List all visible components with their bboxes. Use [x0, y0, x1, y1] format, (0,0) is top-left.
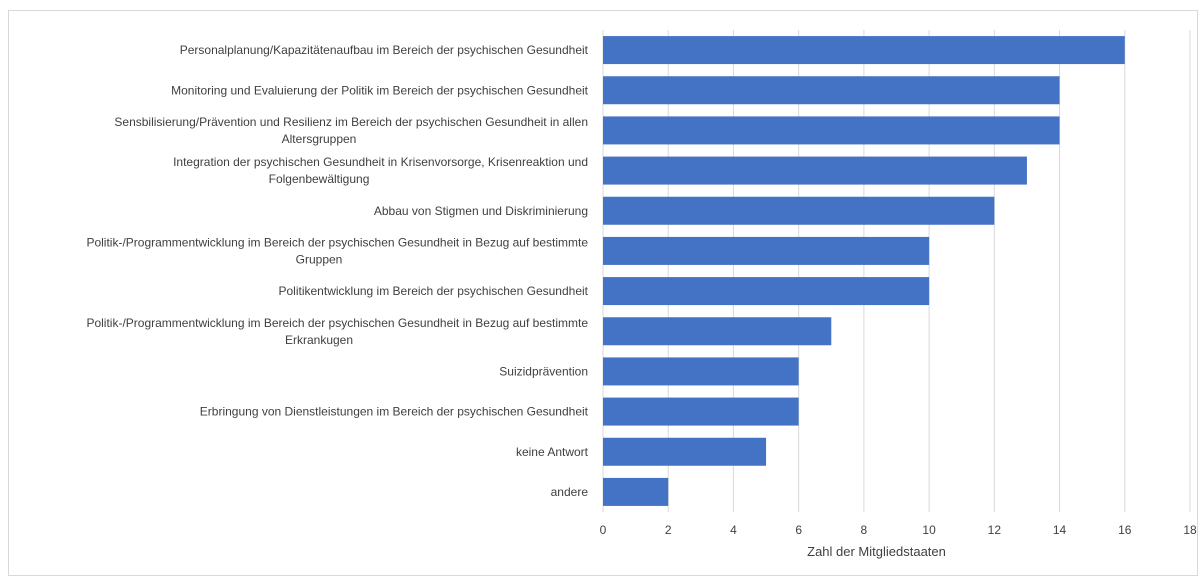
gridlines [602, 30, 1191, 512]
category-label: Erbringung von Dienstleistungen im Berei… [200, 405, 589, 419]
bar [603, 317, 832, 346]
category-label: Suizidprävention [499, 364, 588, 378]
category-label: Sensbilisierung/Prävention und Resilienz… [114, 115, 588, 129]
bar [603, 156, 1027, 185]
x-tick-label: 10 [922, 523, 936, 537]
category-label: Politik-/Programmentwicklung im Bereich … [86, 316, 588, 330]
category-label: keine Antwort [516, 445, 589, 459]
bar [603, 76, 1060, 105]
category-label: Gruppen [296, 252, 343, 266]
bar [603, 196, 995, 225]
x-tick-label: 6 [795, 523, 802, 537]
bar [603, 36, 1125, 65]
x-tick-label: 18 [1183, 523, 1197, 537]
category-label: Folgenbewältigung [269, 172, 370, 186]
bar [603, 116, 1060, 145]
bar [603, 236, 930, 265]
category-label: Altersgruppen [282, 132, 357, 146]
bar [603, 357, 799, 386]
bars [603, 36, 1125, 506]
x-tick-label: 0 [600, 523, 607, 537]
category-labels: Personalplanung/Kapazitätenaufbau im Ber… [86, 43, 588, 499]
category-label: Monitoring und Evaluierung der Politik i… [171, 83, 589, 97]
category-label: Erkrankugen [285, 333, 353, 347]
x-tick-label: 16 [1118, 523, 1132, 537]
bar [603, 397, 799, 426]
category-label: Abbau von Stigmen und Diskriminierung [374, 204, 588, 218]
x-tick-label: 8 [861, 523, 868, 537]
x-tick-label: 4 [730, 523, 737, 537]
category-label: andere [551, 485, 589, 499]
category-label: Personalplanung/Kapazitätenaufbau im Ber… [180, 43, 589, 57]
x-axis-title: Zahl der Mitgliedstaaten [807, 544, 946, 559]
bar [603, 437, 767, 466]
category-label: Politikentwicklung im Bereich der psychi… [279, 284, 589, 298]
x-tick-labels: 0 2 4 6 8 10 12 14 16 18 [600, 523, 1197, 537]
bar [603, 477, 669, 506]
bar [603, 277, 930, 306]
category-label: Integration der psychischen Gesundheit i… [173, 155, 588, 169]
category-label: Politik-/Programmentwicklung im Bereich … [86, 235, 588, 249]
x-tick-label: 2 [665, 523, 672, 537]
x-tick-label: 12 [988, 523, 1002, 537]
x-tick-label: 14 [1053, 523, 1067, 537]
